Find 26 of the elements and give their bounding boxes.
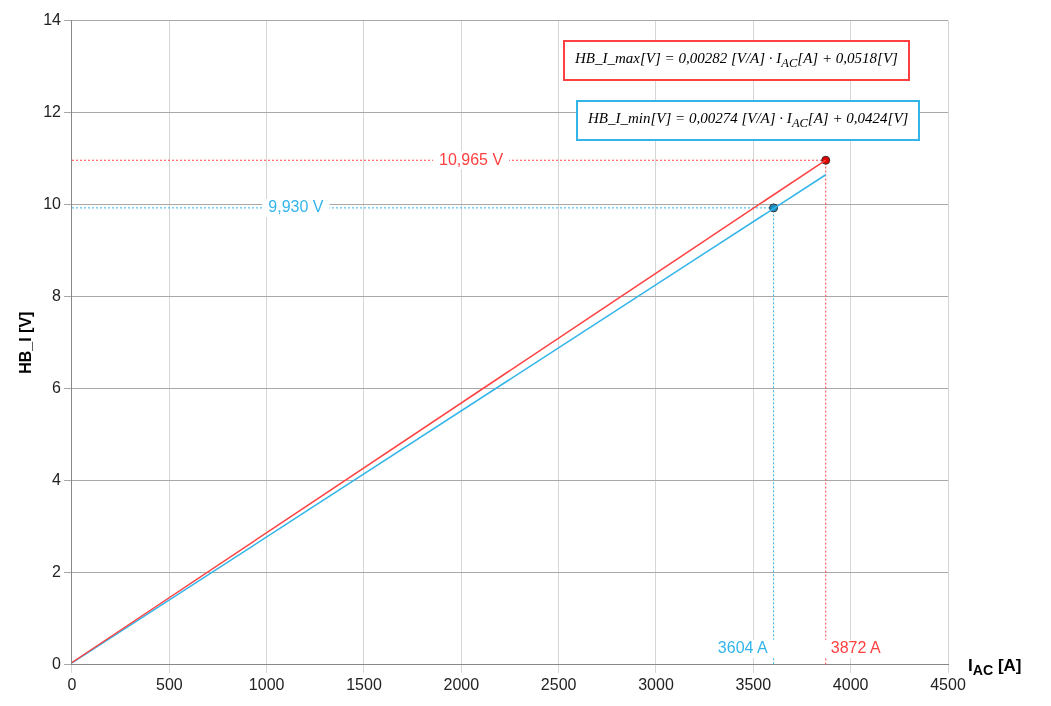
y-tick-label: 14 <box>43 11 62 29</box>
y-tick-label: 8 <box>52 287 62 305</box>
annotation: HB_I_min[V] = 0,00274 [V/A] · I$_{AC}$[A] + 0,0424[V] <box>576 100 921 141</box>
x-tick-label: 0 <box>67 675 77 693</box>
x-tick-label: 4000 <box>832 675 869 693</box>
x-tick-label: 4500 <box>930 675 966 693</box>
x-tick-label: 3000 <box>638 675 674 693</box>
y-tick-label: 4 <box>52 471 62 489</box>
y-tick-label: 2 <box>52 563 62 581</box>
x-tick-label: 2000 <box>443 675 480 693</box>
x-tick-label: 1500 <box>346 675 382 693</box>
x-tick-label: 500 <box>155 675 183 693</box>
y-axis-title: HB_I [V] <box>17 311 35 374</box>
y-tick-label: 0 <box>52 655 62 673</box>
y-tick-label: 6 <box>52 379 62 397</box>
x-axis-title: I$_{AC}$ [A] <box>968 656 1022 679</box>
annotation: 9,930 V <box>268 198 324 216</box>
annotation: 10,965 V <box>439 150 504 168</box>
y-tick-label: 10 <box>43 195 62 213</box>
annotation: 3872 A <box>830 639 881 657</box>
x-tick-label: 3500 <box>735 675 772 693</box>
y-tick-label: 12 <box>43 103 62 121</box>
annotation: HB_I_max[V] = 0,00282 [V/A] · I$_{AC}$[A] + 0,0518[V] <box>563 40 910 81</box>
x-tick-label: 1000 <box>248 675 285 693</box>
annotation: 3604 A <box>717 639 769 657</box>
x-tick-label: 2500 <box>540 675 577 693</box>
